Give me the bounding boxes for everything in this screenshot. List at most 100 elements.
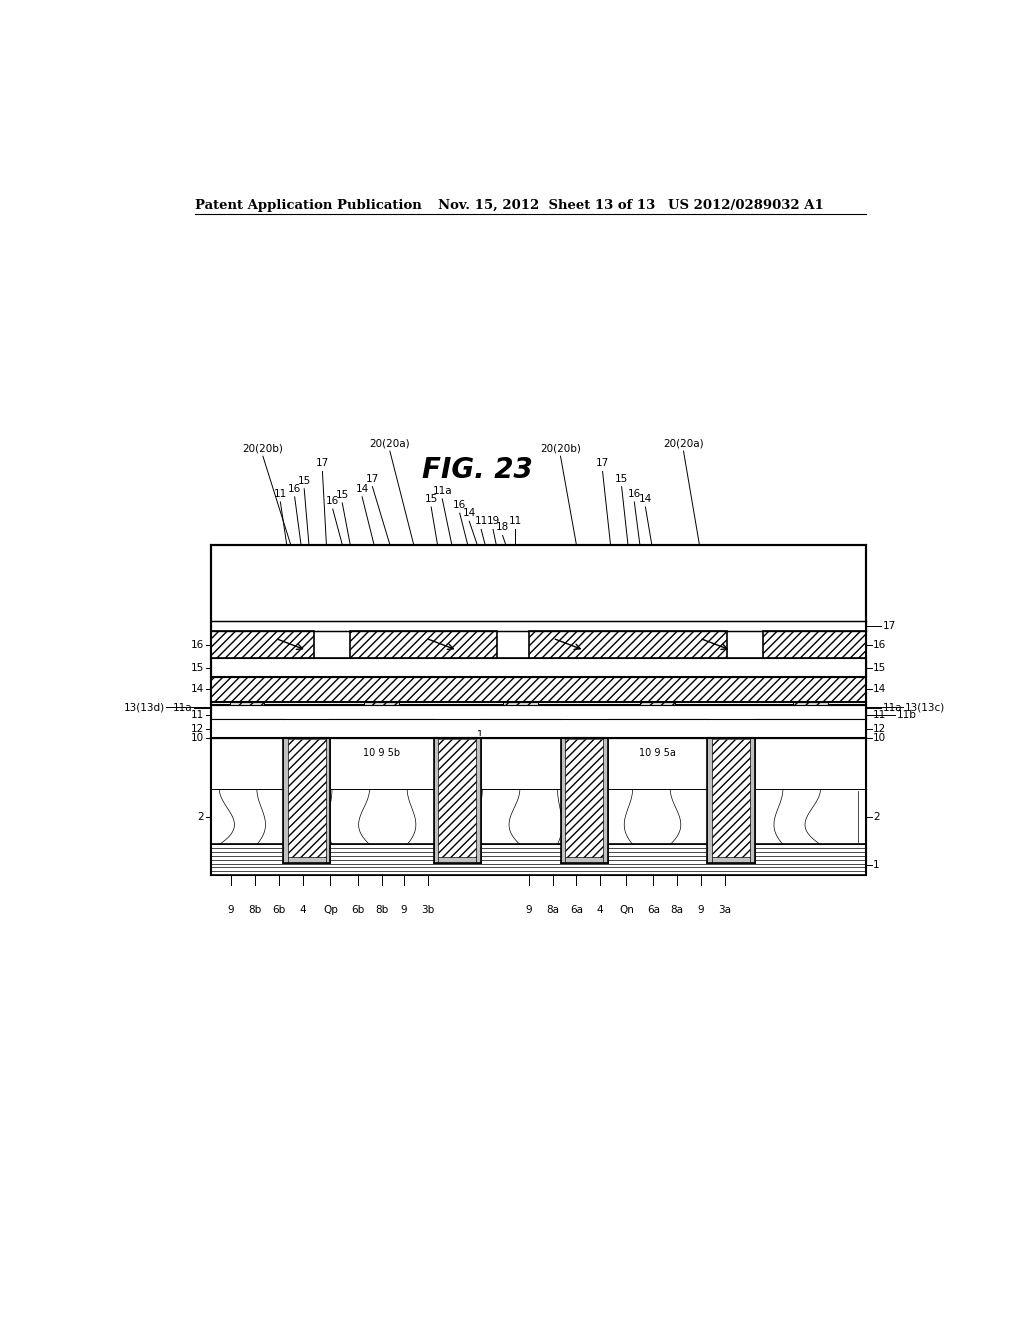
Text: FIG. 23: FIG. 23 [422, 455, 532, 483]
Text: Qn: Qn [618, 906, 634, 916]
Bar [608, 738, 708, 788]
Text: 11: 11 [273, 488, 287, 499]
Bar [211, 631, 314, 659]
Text: 16: 16 [288, 484, 301, 494]
Text: 11a: 11a [173, 704, 193, 713]
Text: 4: 4 [597, 906, 603, 916]
Bar [288, 739, 326, 857]
Text: 15: 15 [336, 490, 349, 500]
Bar [211, 738, 283, 788]
Text: 10: 10 [873, 733, 887, 743]
Bar [708, 738, 712, 863]
Text: 14: 14 [463, 508, 476, 519]
Bar [283, 857, 331, 863]
Bar [283, 735, 331, 863]
Text: 9: 9 [525, 906, 532, 916]
Bar [560, 735, 608, 863]
Text: 15: 15 [425, 494, 438, 504]
Text: 16: 16 [326, 496, 339, 506]
Bar [481, 738, 560, 788]
Text: 11: 11 [509, 516, 522, 527]
Text: Qp: Qp [323, 906, 338, 916]
Text: 6b: 6b [272, 906, 286, 916]
Bar [326, 738, 331, 863]
Text: 10: 10 [476, 730, 488, 739]
Text: 14: 14 [190, 685, 204, 694]
Bar [481, 719, 560, 738]
Text: Patent Application Publication: Patent Application Publication [196, 199, 422, 213]
Text: 9: 9 [228, 906, 234, 916]
Text: 13(13c): 13(13c) [905, 702, 945, 713]
Text: 9: 9 [400, 906, 408, 916]
Bar [708, 735, 755, 863]
Bar [640, 702, 675, 705]
Text: 16: 16 [873, 640, 887, 649]
Bar [350, 631, 497, 659]
Text: Nov. 15, 2012  Sheet 13 of 13: Nov. 15, 2012 Sheet 13 of 13 [437, 199, 654, 213]
Text: 12: 12 [873, 723, 887, 734]
Bar [438, 739, 476, 857]
Text: 11: 11 [190, 710, 204, 721]
Bar [708, 857, 755, 863]
Text: 15: 15 [873, 663, 887, 673]
Bar [793, 702, 828, 705]
Bar [433, 735, 481, 863]
Bar [211, 788, 866, 845]
Text: 18: 18 [496, 523, 509, 532]
Bar [211, 738, 866, 788]
Bar [608, 719, 708, 738]
Text: 13(13d): 13(13d) [485, 722, 524, 733]
Text: 3a: 3a [718, 906, 731, 916]
Bar [755, 719, 866, 738]
Bar [560, 857, 608, 863]
Bar [331, 719, 433, 738]
Bar [211, 545, 866, 875]
Bar [560, 738, 565, 863]
Bar [528, 631, 727, 659]
Text: 11: 11 [474, 516, 487, 527]
Text: 3b: 3b [421, 906, 434, 916]
Text: 8a: 8a [546, 906, 559, 916]
Text: 13(13c): 13(13c) [502, 688, 540, 698]
Bar [365, 702, 399, 705]
Text: 2: 2 [498, 730, 504, 739]
Text: 17: 17 [596, 458, 609, 469]
Bar [476, 738, 481, 863]
Bar [565, 739, 603, 857]
Text: 11a: 11a [432, 486, 452, 496]
Text: 13(13d): 13(13d) [123, 702, 165, 713]
Text: 20(20a): 20(20a) [370, 438, 411, 447]
Text: 8b: 8b [376, 906, 388, 916]
Text: 4: 4 [299, 906, 306, 916]
Bar [211, 719, 283, 738]
Text: 11: 11 [873, 710, 887, 721]
Text: US 2012/0289032 A1: US 2012/0289032 A1 [668, 199, 823, 213]
Text: 14: 14 [355, 484, 369, 494]
Text: 12: 12 [190, 723, 204, 734]
Text: 2: 2 [198, 812, 204, 821]
Text: 1: 1 [873, 859, 880, 870]
Text: 14: 14 [873, 685, 887, 694]
Text: 20(20b): 20(20b) [243, 444, 284, 453]
Text: 16: 16 [190, 640, 204, 649]
Bar [211, 705, 866, 719]
Text: 10 9 5b: 10 9 5b [364, 748, 400, 758]
Text: 15: 15 [298, 475, 311, 486]
Bar [751, 738, 755, 863]
Text: 16: 16 [453, 500, 466, 510]
Text: 11a: 11a [883, 704, 902, 713]
Bar [211, 677, 866, 702]
Text: 6b: 6b [351, 906, 365, 916]
Text: 20(20a): 20(20a) [664, 438, 703, 447]
Text: 6a: 6a [647, 906, 659, 916]
Text: 17: 17 [883, 620, 896, 631]
Text: 11b: 11b [897, 710, 916, 721]
Bar [433, 738, 438, 863]
Text: 6a: 6a [570, 906, 583, 916]
Text: 17: 17 [366, 474, 379, 483]
Text: 20(20b): 20(20b) [540, 444, 581, 453]
Bar [211, 677, 866, 702]
Bar [211, 620, 866, 631]
Text: 2: 2 [873, 812, 880, 821]
Text: 9: 9 [697, 906, 705, 916]
